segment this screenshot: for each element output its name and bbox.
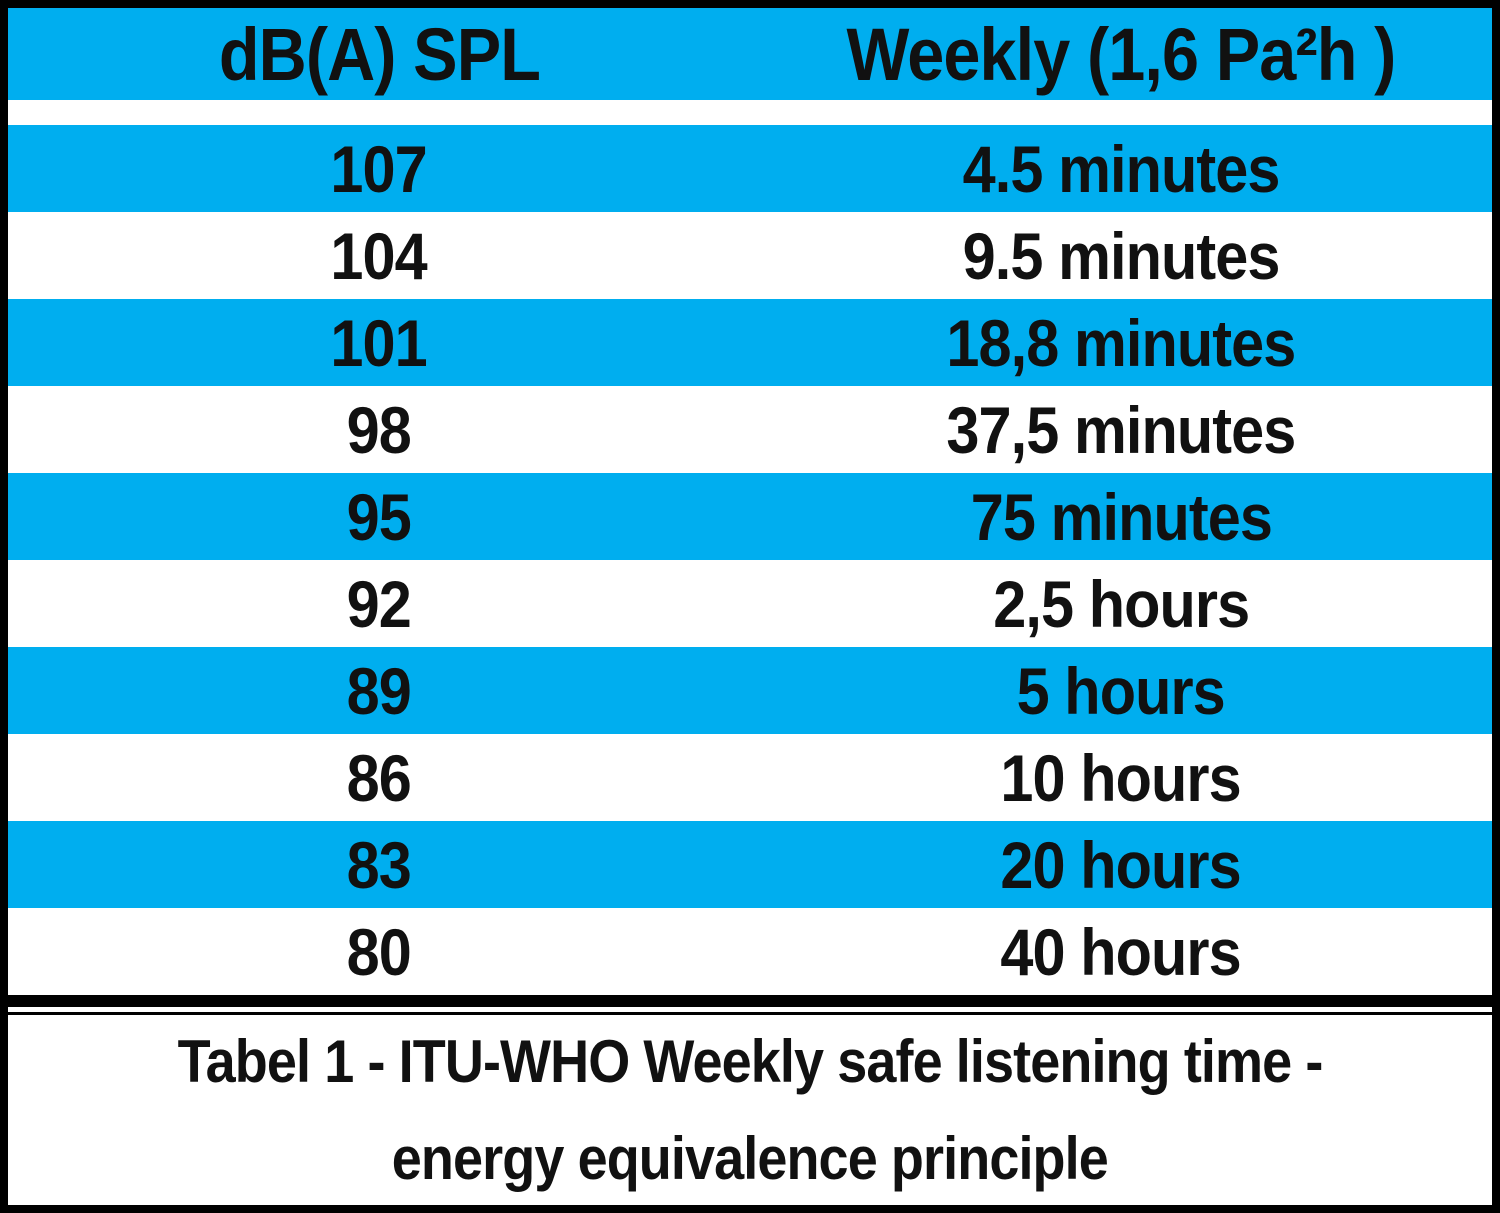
table-row: 107 4.5 minutes bbox=[8, 125, 1492, 212]
header-cell-spl-label: dB(A) SPL bbox=[218, 12, 540, 96]
time-value: 4.5 minutes bbox=[962, 131, 1281, 206]
spl-value: 86 bbox=[346, 740, 412, 815]
spl-cell: 95 bbox=[8, 479, 750, 555]
spl-value: 95 bbox=[346, 479, 412, 554]
table-row: 95 75 minutes bbox=[8, 473, 1492, 560]
time-value: 75 minutes bbox=[970, 479, 1272, 554]
time-value: 9.5 minutes bbox=[962, 218, 1281, 293]
time-value: 2,5 hours bbox=[993, 566, 1250, 641]
spl-cell: 98 bbox=[8, 392, 750, 468]
time-value: 18,8 minutes bbox=[946, 305, 1296, 380]
time-cell: 20 hours bbox=[750, 827, 1492, 903]
spl-value: 80 bbox=[346, 914, 412, 989]
time-cell: 37,5 minutes bbox=[750, 392, 1492, 468]
table-caption: Tabel 1 - ITU-WHO Weekly safe listening … bbox=[8, 1012, 1492, 1205]
table-row: 86 10 hours bbox=[8, 734, 1492, 821]
caption-divider bbox=[8, 995, 1492, 1007]
spacer-row bbox=[8, 100, 1492, 125]
table-row: 98 37,5 minutes bbox=[8, 386, 1492, 473]
time-value: 40 hours bbox=[1000, 914, 1242, 989]
table-row: 104 9.5 minutes bbox=[8, 212, 1492, 299]
header-cell-spl: dB(A) SPL bbox=[8, 12, 750, 97]
time-cell: 18,8 minutes bbox=[750, 305, 1492, 381]
spl-value: 107 bbox=[330, 131, 428, 206]
spl-cell: 101 bbox=[8, 305, 750, 381]
time-cell: 4.5 minutes bbox=[750, 131, 1492, 207]
header-cell-weekly: Weekly (1,6 Pa²h ) bbox=[750, 12, 1492, 97]
spl-cell: 86 bbox=[8, 740, 750, 816]
table-row: 80 40 hours bbox=[8, 908, 1492, 995]
table-row: 89 5 hours bbox=[8, 647, 1492, 734]
spl-value: 83 bbox=[346, 827, 412, 902]
spl-value: 98 bbox=[346, 392, 412, 467]
caption-line-1: Tabel 1 - ITU-WHO Weekly safe listening … bbox=[177, 1028, 1324, 1095]
time-cell: 75 minutes bbox=[750, 479, 1492, 555]
time-value: 5 hours bbox=[1016, 653, 1226, 728]
time-cell: 40 hours bbox=[750, 914, 1492, 990]
time-value: 20 hours bbox=[1000, 827, 1242, 902]
spl-value: 89 bbox=[346, 653, 412, 728]
time-value: 37,5 minutes bbox=[946, 392, 1296, 467]
time-cell: 5 hours bbox=[750, 653, 1492, 729]
time-value: 10 hours bbox=[1000, 740, 1242, 815]
spl-cell: 104 bbox=[8, 218, 750, 294]
table-row: 101 18,8 minutes bbox=[8, 299, 1492, 386]
table-row: 83 20 hours bbox=[8, 821, 1492, 908]
spl-value: 101 bbox=[330, 305, 428, 380]
spl-cell: 83 bbox=[8, 827, 750, 903]
time-cell: 10 hours bbox=[750, 740, 1492, 816]
spl-cell: 89 bbox=[8, 653, 750, 729]
spl-value: 104 bbox=[330, 218, 428, 293]
spl-cell: 92 bbox=[8, 566, 750, 642]
caption-line-2: energy equivalence principle bbox=[391, 1125, 1109, 1192]
spl-value: 92 bbox=[346, 566, 412, 641]
header-row: dB(A) SPL Weekly (1,6 Pa²h ) bbox=[8, 8, 1492, 100]
header-cell-weekly-label: Weekly (1,6 Pa²h ) bbox=[846, 12, 1397, 96]
time-cell: 2,5 hours bbox=[750, 566, 1492, 642]
table-row: 92 2,5 hours bbox=[8, 560, 1492, 647]
spl-cell: 80 bbox=[8, 914, 750, 990]
time-cell: 9.5 minutes bbox=[750, 218, 1492, 294]
spl-cell: 107 bbox=[8, 131, 750, 207]
